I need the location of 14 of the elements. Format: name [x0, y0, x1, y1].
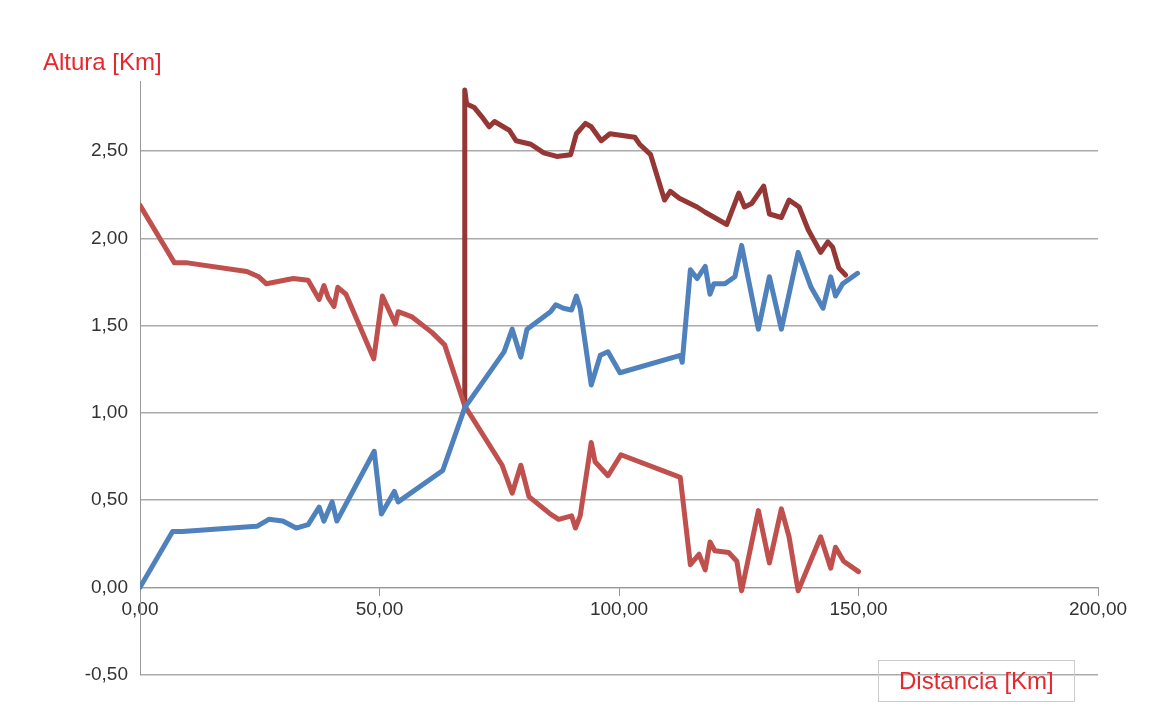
y-tick-label: 2,50: [91, 139, 128, 161]
x-tick-label: 150,00: [829, 598, 888, 619]
x-tick-label: 100,00: [589, 598, 649, 619]
x-tick-label: 0,00: [121, 598, 159, 619]
x-tick-label: 50,00: [355, 598, 404, 619]
y-tick-label: 2,00: [91, 226, 128, 248]
y-tick-label: 1,50: [91, 313, 128, 335]
y-tick-label: 0,00: [91, 575, 128, 597]
x-axis-title: Distancia [Km]: [878, 660, 1075, 702]
y-axis-title: Altura [Km]: [43, 48, 162, 76]
y-tick-label: 1,00: [91, 401, 128, 423]
y-tick-label: -0,50: [84, 662, 128, 684]
y-tick-label: 0,50: [91, 488, 128, 510]
x-tick-label: 200,00: [1068, 598, 1128, 619]
